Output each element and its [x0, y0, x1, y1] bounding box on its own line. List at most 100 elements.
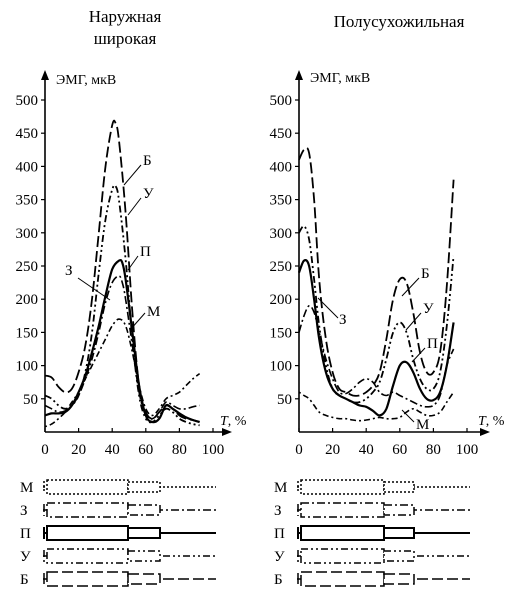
- series-line-3: [44, 275, 200, 420]
- phase-box: [300, 502, 385, 518]
- series-label: М: [147, 304, 160, 320]
- y-axis-arrow: [295, 70, 303, 80]
- series-line-1: [298, 225, 455, 404]
- series-label-leader: [129, 312, 146, 331]
- y-tick-label: 200: [270, 292, 293, 308]
- phase-box: [46, 525, 129, 541]
- x-axis-label: T, %: [220, 414, 247, 429]
- series-label-leader: [123, 164, 142, 186]
- series-line-1: [44, 184, 200, 427]
- y-tick-label: 100: [270, 359, 293, 375]
- series-label: П: [140, 244, 151, 260]
- series-line-4: [298, 391, 455, 422]
- y-tick-label: 150: [16, 325, 39, 341]
- series-label-leader: [401, 409, 415, 423]
- y-axis-label: ЭМГ, мкВ: [310, 71, 370, 86]
- series-label: П: [427, 336, 438, 352]
- y-tick-label: 450: [16, 126, 39, 142]
- x-axis-label-unit: , %: [228, 414, 247, 429]
- chart-title-line: Наружная: [89, 7, 162, 26]
- phase-box: [46, 479, 129, 495]
- x-tick-label: 60: [392, 442, 407, 458]
- phase-box: [383, 573, 415, 585]
- x-axis-label-unit: , %: [486, 414, 505, 429]
- y-tick-label: 50: [23, 392, 38, 408]
- x-tick-label: 100: [202, 442, 225, 458]
- y-tick-label: 250: [270, 259, 293, 275]
- series-label-leader: [401, 277, 420, 297]
- phase-box: [300, 548, 385, 564]
- y-tick-label: 500: [270, 93, 293, 109]
- x-tick-label: 0: [41, 442, 49, 458]
- phase-box: [383, 504, 415, 516]
- y-tick-label: 350: [270, 193, 293, 209]
- x-tick-label: 100: [456, 442, 479, 458]
- phase-box: [383, 550, 415, 562]
- phase-row-label: Б: [20, 572, 29, 588]
- y-tick-label: 100: [16, 359, 39, 375]
- y-tick-label: 400: [270, 159, 293, 175]
- phase-box: [46, 502, 129, 518]
- phase-box: [300, 479, 385, 495]
- x-axis-label: T, %: [478, 414, 505, 429]
- x-axis-arrow: [222, 428, 232, 436]
- y-tick-label: 250: [16, 259, 39, 275]
- phase-row-label: З: [274, 503, 282, 519]
- x-tick-label: 0: [295, 442, 303, 458]
- phase-row-label: М: [20, 480, 33, 496]
- series-label: М: [416, 417, 429, 433]
- series-label: З: [339, 312, 347, 328]
- phase-box: [46, 548, 129, 564]
- phase-row-label: У: [20, 549, 31, 565]
- series-label-leader: [127, 197, 142, 216]
- x-tick-label: 60: [138, 442, 153, 458]
- y-tick-label: 400: [16, 159, 39, 175]
- x-axis-arrow: [480, 428, 490, 436]
- chart-title-line: Полусухожильная: [334, 12, 465, 31]
- phase-box: [127, 527, 161, 539]
- phase-row-label: З: [20, 503, 28, 519]
- series-label-leader: [77, 277, 111, 301]
- series-line-2: [297, 259, 455, 417]
- y-tick-label: 300: [270, 226, 293, 242]
- phase-box: [300, 571, 385, 587]
- x-axis-label-symbol: T: [220, 414, 229, 429]
- series-label-leader: [127, 255, 139, 271]
- series-line-2: [44, 258, 200, 424]
- series-label-leader: [411, 347, 426, 363]
- phase-box: [383, 481, 415, 493]
- phase-box: [46, 571, 129, 587]
- x-tick-label: 40: [105, 442, 120, 458]
- chart-title-line: широкая: [94, 29, 157, 48]
- series-label: У: [423, 301, 434, 317]
- y-tick-label: 450: [270, 126, 293, 142]
- phase-box: [127, 550, 161, 562]
- phase-box: [300, 525, 385, 541]
- phase-box: [383, 527, 415, 539]
- phase-box: [127, 573, 161, 585]
- x-tick-label: 80: [172, 442, 187, 458]
- x-tick-label: 80: [426, 442, 441, 458]
- series-label: У: [143, 186, 154, 202]
- series-label-leader: [405, 312, 422, 331]
- phase-row-label: У: [274, 549, 285, 565]
- phase-row-label: Б: [274, 572, 283, 588]
- y-tick-label: 350: [16, 193, 39, 209]
- y-tick-label: 500: [16, 93, 39, 109]
- x-tick-label: 20: [71, 442, 86, 458]
- y-axis-arrow: [41, 70, 49, 80]
- y-tick-label: 50: [277, 392, 292, 408]
- series-label: З: [65, 263, 73, 279]
- series-label-leader: [317, 297, 339, 319]
- series-line-4: [44, 318, 201, 428]
- phase-row-label: П: [274, 526, 285, 542]
- series-line-3: [298, 304, 455, 408]
- series-label: Б: [421, 266, 430, 282]
- phase-row-label: М: [274, 480, 287, 496]
- x-tick-label: 20: [325, 442, 340, 458]
